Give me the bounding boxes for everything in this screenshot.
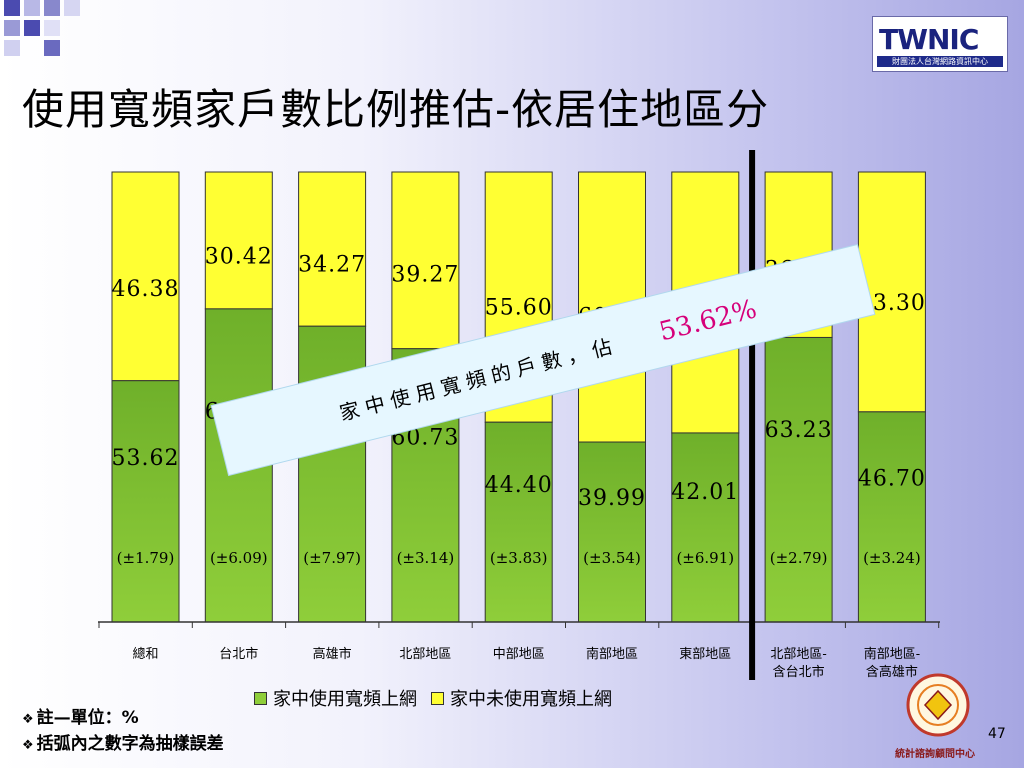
data-label-used: 46.70	[858, 466, 926, 491]
category-label: 東部地區	[679, 646, 731, 662]
data-label-unused: 46.38	[112, 277, 180, 302]
data-label-used: 53.62	[112, 446, 180, 471]
badge-text: 統計諮詢顧問中心	[895, 749, 975, 760]
error-label: (±6.91)	[676, 549, 734, 567]
legend-swatch-unused	[431, 691, 444, 705]
corner-square	[24, 20, 40, 36]
legend-label-used: 家中使用寬頻上網	[273, 689, 417, 710]
bar-used	[484, 421, 553, 623]
legend-label-unused: 家中未使用寬頻上網	[450, 689, 612, 710]
data-label-unused: 55.60	[485, 296, 553, 321]
bar-used	[111, 380, 180, 623]
category-label: 高雄市	[313, 646, 352, 662]
bar-unused	[391, 171, 460, 350]
page-number: 47	[988, 726, 1006, 742]
corner-square	[24, 0, 40, 16]
error-label: (±3.24)	[863, 549, 921, 567]
logo-subtext: 財團法人台灣網路資訊中心	[877, 56, 1003, 67]
corner-square	[44, 40, 60, 56]
axis-layer: 總和 台北市 高雄市 北部地區 中部地區 南部地區 東部地區 北部地區- 含台北市 南部地區- 含高…	[98, 150, 940, 680]
bar-unused	[298, 171, 367, 327]
bar-used	[764, 336, 833, 623]
error-label: (±3.14)	[397, 549, 455, 567]
data-label-unused: 39.27	[391, 263, 459, 288]
note-error: 括弧內之數字為抽樣誤差	[22, 732, 224, 758]
bar-used	[671, 432, 740, 623]
legend-item-used: 家中使用寬頻上網	[254, 685, 417, 711]
error-label: (±7.97)	[303, 549, 361, 567]
category-label: 南部地區-	[864, 646, 920, 662]
corner-square	[44, 0, 60, 16]
category-label: 台北市	[219, 646, 258, 662]
corner-square	[4, 0, 20, 16]
legend-swatch-used	[254, 691, 267, 705]
consultancy-badge-icon	[906, 673, 970, 737]
twnic-logo: TWNIC 財團法人台灣網路資訊中心	[872, 16, 1008, 72]
corner-square	[44, 20, 60, 36]
error-label: (±3.54)	[583, 549, 641, 567]
data-label-used: 42.01	[671, 480, 739, 505]
page-title: 使用寬頻家戶數比例推估-依居住地區分	[22, 85, 770, 134]
error-label: (±2.79)	[770, 549, 828, 567]
category-label: 北部地區-	[770, 647, 826, 662]
error-label: (±6.09)	[210, 549, 268, 567]
legend-item-unused: 家中未使用寬頻上網	[431, 685, 612, 711]
data-label-unused: 30.42	[205, 245, 273, 270]
corner-square	[4, 40, 20, 56]
notes: 註—單位：% 括弧內之數字為抽樣誤差	[22, 706, 224, 758]
category-label: 總和	[132, 646, 158, 662]
bar-used	[578, 441, 646, 623]
bar-unused	[204, 171, 273, 310]
logo-text: TWNIC	[879, 23, 979, 56]
legend: 家中使用寬頻上網 家中未使用寬頻上網	[254, 685, 626, 711]
callout-background	[210, 243, 876, 477]
data-label-unused: 34.27	[298, 252, 366, 277]
category-label: 北部地區	[399, 647, 451, 662]
data-label-used: 44.40	[485, 473, 553, 498]
error-label: (±1.79)	[117, 549, 175, 567]
data-label-used: 63.23	[765, 418, 833, 443]
corner-square	[4, 20, 20, 36]
category-label: 南部地區	[586, 646, 638, 662]
corner-square	[64, 0, 80, 16]
note-unit: 註—單位：%	[22, 706, 224, 732]
bar-used	[857, 411, 926, 623]
data-label-used: 39.99	[578, 486, 646, 511]
category-label: 含高雄市	[866, 664, 918, 680]
category-label: 含台北市	[773, 664, 825, 680]
category-label: 中部地區	[493, 647, 545, 662]
error-label: (±3.83)	[490, 549, 548, 567]
